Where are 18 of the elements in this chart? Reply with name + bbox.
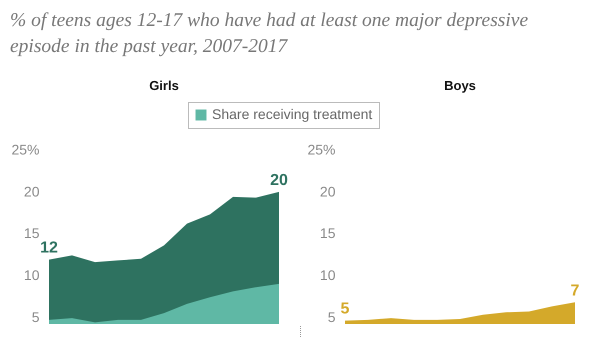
chart-title: % of teens ages 12-17 who have had at least one major depressive episode in the past year, 2007-2017 xyxy=(10,9,530,59)
y-tick-label: 10 xyxy=(24,266,40,283)
y-tick-label: 10 xyxy=(320,266,336,283)
data-label: 7 xyxy=(570,282,580,300)
y-tick-label: 15 xyxy=(24,225,40,242)
y-tick-label: 25% xyxy=(11,142,40,158)
y-tick-label: 5 xyxy=(328,308,336,325)
y-tick-label: 5 xyxy=(32,308,40,325)
y-tick-label: 20 xyxy=(24,183,40,200)
data-label: 12 xyxy=(40,240,58,257)
chart-subtitle: Girls xyxy=(149,78,179,93)
y-tick-label: 15 xyxy=(320,225,336,242)
chart-subtitle: Boys xyxy=(444,78,476,93)
data-label: 20 xyxy=(270,172,288,189)
y-tick-label: 20 xyxy=(320,183,336,200)
legend-label: Share receiving treatment xyxy=(212,106,372,122)
data-label: 5 xyxy=(340,300,350,318)
y-tick-label: 25% xyxy=(307,142,336,158)
